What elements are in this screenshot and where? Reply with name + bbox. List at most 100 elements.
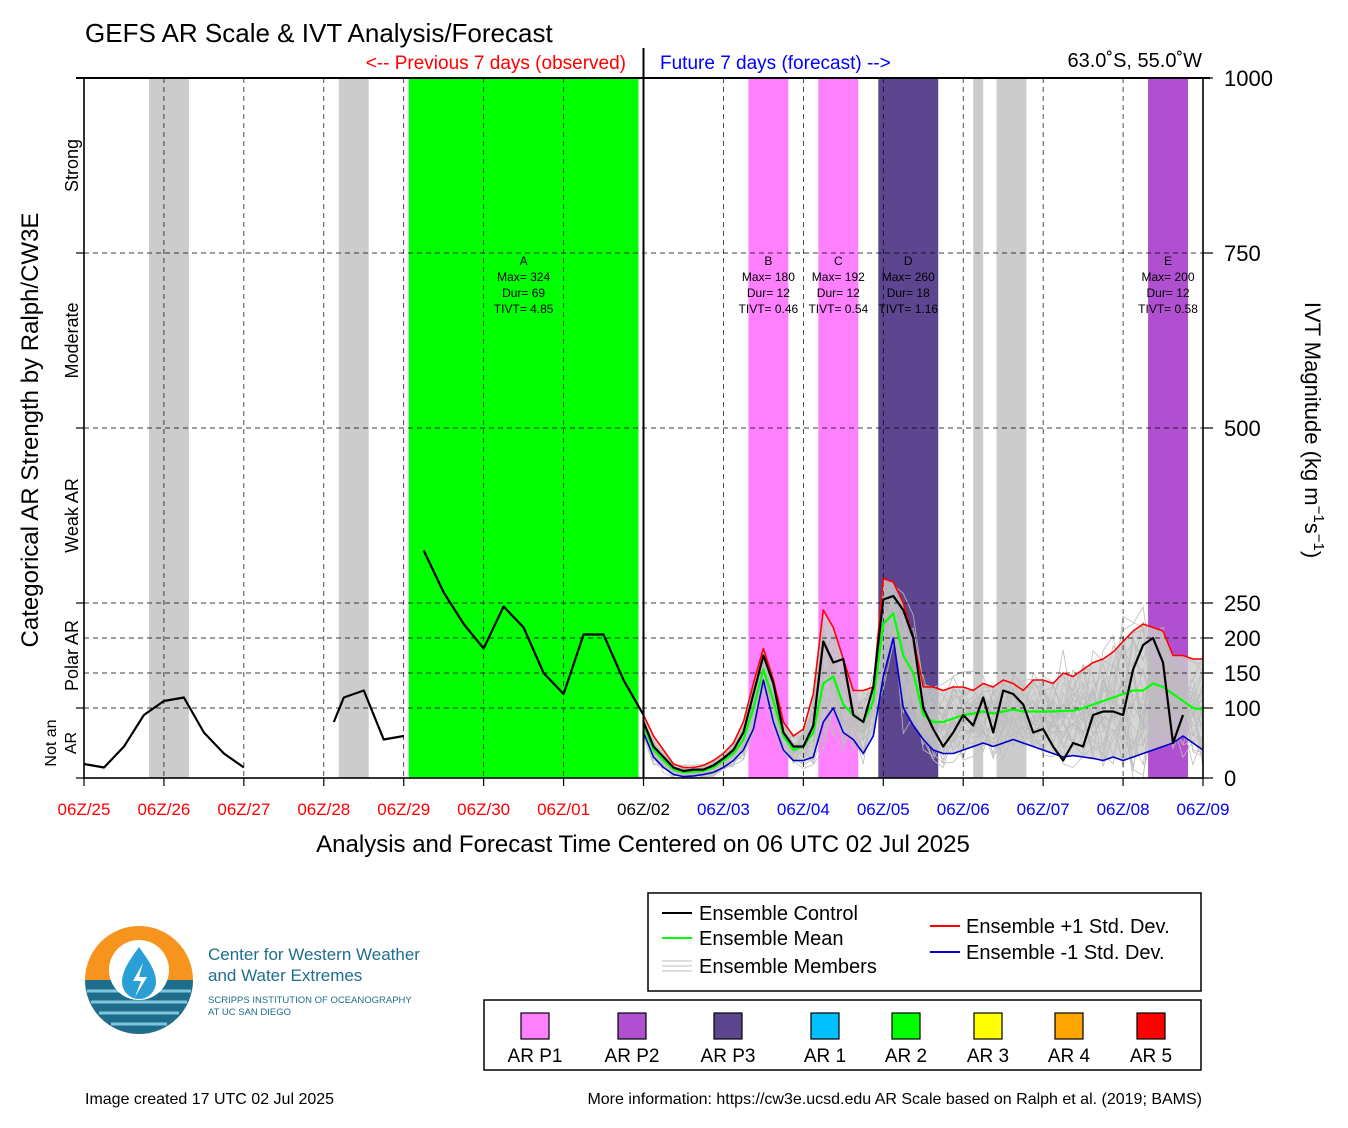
ar-event-C-label-1: Max= 192 — [812, 270, 865, 284]
ar-event-D-label-0: D — [904, 254, 913, 268]
legend-label-control: Ensemble Control — [699, 903, 858, 925]
ar-event-labels: A Max= 324 Dur= 69 TIVT= 4.85 B Max= 180 Dur= … — [494, 254, 1198, 316]
ar-type-swatch — [810, 1012, 840, 1040]
legend-label-minus-std: Ensemble -1 Std. Dev. — [966, 942, 1165, 964]
legend-label-mean: Ensemble Mean — [699, 928, 844, 950]
ar-type-key: AR P1 AR P2 AR P3 AR 1 AR 2 AR 3 AR 4 AR 5 — [508, 1012, 1172, 1067]
footer-created: Image created 17 UTC 02 Jul 2025 — [85, 1091, 334, 1108]
legend-label-plus-std: Ensemble +1 Std. Dev. — [966, 916, 1170, 938]
series-minus-std-line — [642, 637, 1204, 778]
category-label: Polar AR — [62, 620, 82, 691]
category-label-2: AR — [63, 732, 80, 754]
ar-type-swatch — [617, 1012, 647, 1040]
legend: Ensemble Control Ensemble Mean Ensemble … — [647, 892, 1202, 992]
right-axis-title: IVT Magnitude (kg m−1s−1) — [1300, 302, 1327, 558]
ar-event-C-label-3: TIVT= 0.54 — [808, 302, 868, 316]
x-tick-label: 06Z/07 — [1017, 800, 1070, 819]
x-tick-label: 06Z/05 — [857, 800, 910, 819]
x-tick-label: 06Z/08 — [1097, 800, 1150, 819]
series-mean-line — [642, 612, 1204, 774]
category-label: Moderate — [62, 302, 82, 378]
previous-period-label: <-- Previous 7 days (observed) — [366, 53, 626, 74]
x-tick-label: 06Z/28 — [297, 800, 350, 819]
chart-title: GEFS AR Scale & IVT Analysis/Forecast — [85, 18, 553, 48]
location-label: 63.0˚S, 55.0˚W — [1067, 50, 1202, 72]
logo-org-line2: and Water Extremes — [208, 966, 362, 985]
ar-type-label: AR 1 — [804, 1046, 846, 1067]
category-label: Weak AR — [62, 478, 82, 553]
ar-event-B-label-0: B — [764, 254, 772, 268]
logo-sub-line1: SCRIPPS INSTITUTION OF OCEANOGRAPHY — [208, 995, 412, 1006]
ar-type-label: AR P1 — [508, 1046, 563, 1067]
ar-event-C-label-2: Dur= 12 — [817, 286, 860, 300]
ar-event-E-label-1: Max= 200 — [1142, 270, 1195, 284]
x-tick-label: 06Z/30 — [457, 800, 510, 819]
ar-type-label: AR 3 — [967, 1046, 1009, 1067]
logo-water-half — [85, 980, 193, 1034]
ar-event-E-label-2: Dur= 12 — [1147, 286, 1190, 300]
category-label: Strong — [62, 139, 82, 192]
ar-type-swatch — [973, 1012, 1003, 1040]
ar-event-E-label-3: TIVT= 0.58 — [1138, 302, 1198, 316]
ar-event-A-label-3: TIVT= 4.85 — [494, 302, 554, 316]
y-tick-label: 200 — [1224, 626, 1261, 651]
ensemble-member-line — [643, 604, 1204, 776]
ar-event-B-label-1: Max= 180 — [742, 270, 795, 284]
x-tick-label: 06Z/06 — [937, 800, 990, 819]
y-tick-label: 0 — [1224, 766, 1236, 791]
axes: 06Z/25 06Z/26 06Z/27 06Z/28 06Z/29 06Z/30 06Z/… — [43, 48, 1273, 819]
y-tick-label: 250 — [1224, 591, 1261, 616]
legend-label-members: Ensemble Members — [699, 956, 877, 978]
x-axis-title: Analysis and Forecast Time Centered on 0… — [316, 831, 970, 858]
x-tick-label: 06Z/01 — [537, 800, 590, 819]
x-tick-label: 06Z/27 — [217, 800, 270, 819]
x-tick-label: 06Z/04 — [777, 800, 830, 819]
ar-type-label: AR P2 — [605, 1046, 660, 1067]
y-tick-label: 750 — [1224, 241, 1261, 266]
ensemble-member-line — [643, 616, 1204, 776]
ar-type-label: AR 5 — [1130, 1046, 1172, 1067]
footer-info: More information: https://cw3e.ucsd.edu … — [587, 1091, 1202, 1108]
x-tick-label: 06Z/09 — [1177, 800, 1230, 819]
logo-bolt-icon — [133, 963, 147, 997]
ar-type-swatch — [1136, 1012, 1166, 1040]
y-tick-label: 1000 — [1224, 66, 1273, 91]
legend-box — [647, 892, 1202, 992]
ar-type-swatch — [1054, 1012, 1084, 1040]
ar-event-D-label-1: Max= 260 — [882, 270, 935, 284]
category-label: Not an — [43, 719, 60, 766]
ar-type-label: AR 2 — [885, 1046, 927, 1067]
ar-event-D-label-3: TIVT= 1.16 — [878, 302, 938, 316]
series-control-line-0 — [83, 696, 245, 769]
series-control-line-3 — [642, 594, 1185, 773]
cw3e-logo: Center for Western Weather and Water Ext… — [85, 926, 420, 1034]
ar-event-E-label-0: E — [1164, 254, 1172, 268]
series-plus-std-line — [642, 577, 1203, 769]
ar-type-label: AR 4 — [1048, 1046, 1091, 1067]
ar-event-A-label-1: Max= 324 — [497, 270, 550, 284]
y-tick-label: 150 — [1224, 661, 1261, 686]
ar-event-C-label-0: C — [834, 254, 843, 268]
x-tick-label: 06Z/26 — [137, 800, 190, 819]
left-axis-title: Categorical AR Strength by Ralph/CW3E — [17, 213, 44, 648]
x-tick-label: 06Z/02 — [617, 800, 670, 819]
series-control-line-1 — [332, 689, 404, 741]
ar-event-A-label-2: Dur= 69 — [502, 286, 545, 300]
series-control-line-2 — [422, 550, 645, 716]
ar-type-label: AR P3 — [701, 1046, 756, 1067]
x-tick-label: 06Z/03 — [697, 800, 750, 819]
y-tick-label: 500 — [1224, 416, 1261, 441]
y-tick-label: 100 — [1224, 696, 1261, 721]
ar-event-B-label-3: TIVT= 0.46 — [739, 302, 799, 316]
ar-event-B-label-2: Dur= 12 — [747, 286, 790, 300]
ensemble-member-line — [643, 602, 1204, 777]
x-tick-label: 06Z/29 — [377, 800, 430, 819]
ar-event-D-label-2: Dur= 18 — [887, 286, 930, 300]
ar-type-swatch — [520, 1012, 550, 1040]
ar-type-swatch — [713, 1012, 743, 1040]
series-lines — [83, 550, 1204, 778]
logo-org-line1: Center for Western Weather — [208, 945, 420, 964]
ar-event-A-label-0: A — [520, 254, 528, 268]
ensemble-members — [643, 577, 1204, 779]
